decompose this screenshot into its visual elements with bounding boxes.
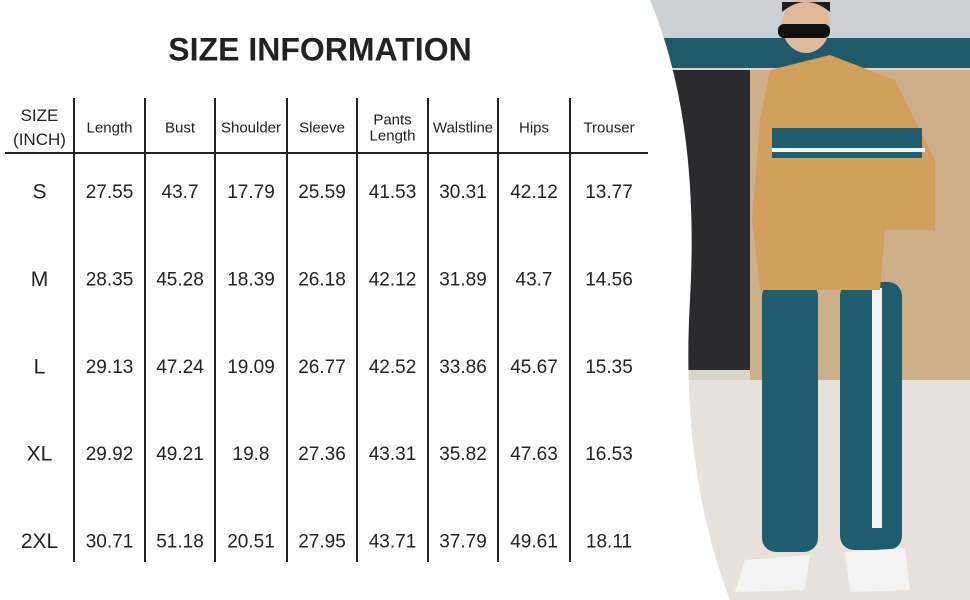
cell-value: 42.12 xyxy=(369,269,417,290)
cell-value: 30.71 xyxy=(86,532,134,553)
cell-value: 49.21 xyxy=(156,444,204,465)
cell-value: 15.35 xyxy=(585,357,633,378)
title: SIZE INFORMATION xyxy=(168,31,471,67)
cell-value: 45.28 xyxy=(156,269,204,290)
size-label: 2XL xyxy=(21,530,58,553)
column-header: SIZE xyxy=(21,106,59,125)
column-header: Bust xyxy=(165,119,196,136)
cell-value: 49.61 xyxy=(510,532,558,553)
cell-value: 42.12 xyxy=(510,182,558,203)
cell-value: 26.18 xyxy=(298,269,346,290)
cell-value: 43.31 xyxy=(369,444,417,465)
cell-value: 51.18 xyxy=(156,532,204,553)
cell-value: 19.09 xyxy=(227,357,275,378)
size-label: S xyxy=(32,181,46,204)
cell-value: 18.11 xyxy=(586,532,632,553)
cell-value: 20.51 xyxy=(227,532,275,553)
cell-value: 28.35 xyxy=(86,269,134,290)
size-label: XL xyxy=(27,443,53,466)
cell-value: 27.55 xyxy=(86,182,134,203)
column-header: Hips xyxy=(519,119,549,136)
cell-value: 25.59 xyxy=(298,182,346,203)
cell-value: 45.67 xyxy=(510,357,558,378)
photo xyxy=(600,0,970,600)
cell-value: 47.63 xyxy=(510,444,558,465)
cell-value: 27.95 xyxy=(298,532,346,553)
column-header: Trouser xyxy=(583,119,634,136)
cell-value: 26.77 xyxy=(298,357,346,378)
cell-value: 17.79 xyxy=(227,182,275,203)
cell-value: 18.39 xyxy=(227,269,275,290)
cell-value: 29.92 xyxy=(86,444,134,465)
column-header: (INCH) xyxy=(13,130,66,149)
cell-value: 43.71 xyxy=(369,532,417,553)
column-header: Pants xyxy=(373,111,411,128)
column-header: Sleeve xyxy=(299,119,345,136)
cell-value: 30.31 xyxy=(439,182,487,203)
cell-value: 31.89 xyxy=(439,269,487,290)
cell-value: 47.24 xyxy=(156,357,204,378)
cell-value: 43.7 xyxy=(516,269,553,290)
column-header: Length xyxy=(87,119,133,136)
column-header: Length xyxy=(370,127,416,144)
cell-value: 27.36 xyxy=(298,444,346,465)
cell-value: 43.7 xyxy=(162,182,199,203)
cell-value: 29.13 xyxy=(86,357,134,378)
cell-value: 14.56 xyxy=(585,269,633,290)
cell-value: 16.53 xyxy=(585,444,633,465)
cell-value: 35.82 xyxy=(439,444,487,465)
cell-value: 41.53 xyxy=(369,182,417,203)
size-label: L xyxy=(34,355,46,378)
column-header: Walstline xyxy=(433,119,493,136)
column-header: Shoulder xyxy=(221,119,281,136)
size-table: SIZE(INCH)Length Bust Shoulder Sleeve PantsL… xyxy=(5,98,648,562)
cell-value: 42.52 xyxy=(369,357,417,378)
size-label: M xyxy=(31,268,49,291)
cell-value: 19.8 xyxy=(233,444,270,465)
cell-value: 33.86 xyxy=(439,357,487,378)
cell-value: 13.77 xyxy=(585,182,633,203)
cell-value: 37.79 xyxy=(439,532,487,553)
